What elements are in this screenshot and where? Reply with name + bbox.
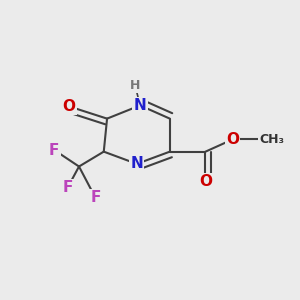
Text: H: H [130, 79, 140, 92]
Text: O: O [199, 174, 212, 189]
Text: F: F [62, 181, 73, 196]
Text: F: F [90, 190, 101, 206]
Text: N: N [130, 156, 143, 171]
Text: O: O [226, 132, 239, 147]
Text: O: O [63, 99, 76, 114]
Text: CH₃: CH₃ [259, 133, 284, 146]
Text: N: N [134, 98, 146, 113]
Text: F: F [49, 142, 59, 158]
